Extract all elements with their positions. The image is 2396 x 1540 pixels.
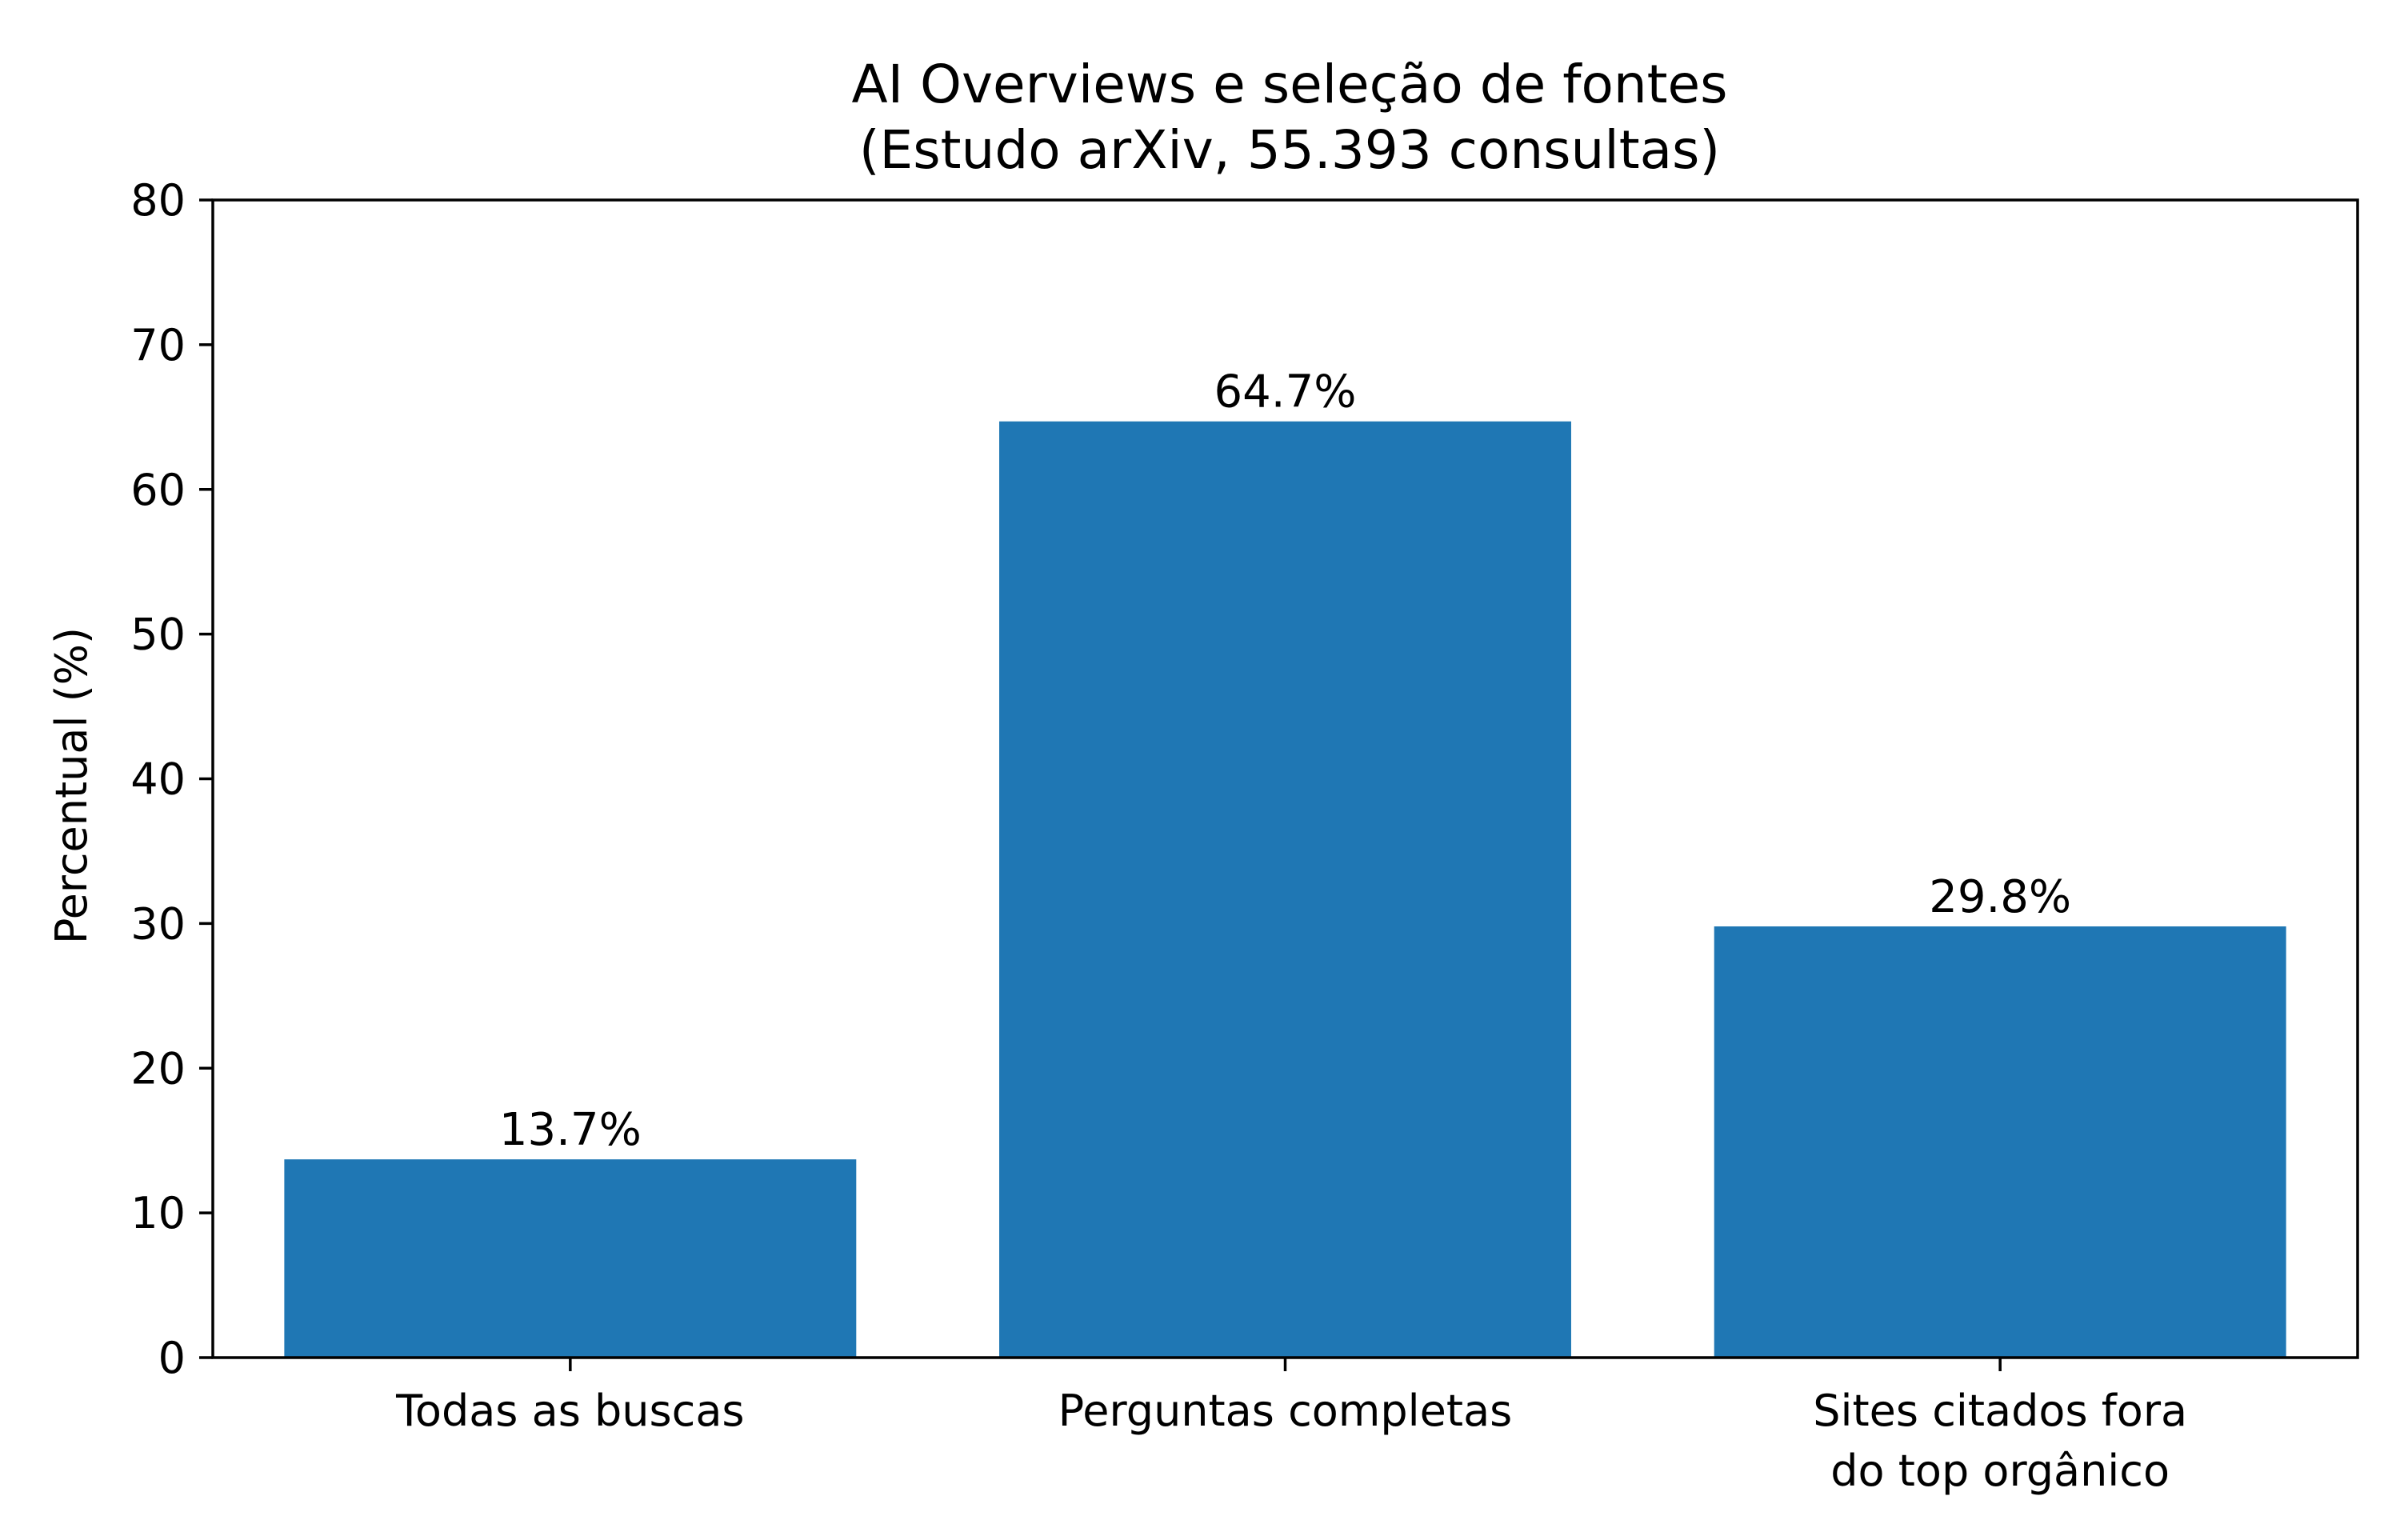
bar-value-label-2: 64.7% xyxy=(1214,366,1357,418)
bar-1 xyxy=(284,1159,857,1358)
bar-3 xyxy=(1714,926,2286,1358)
y-tick-label-0: 0 xyxy=(158,1333,186,1383)
y-tick-label-60: 60 xyxy=(130,465,186,515)
y-tick-label-80: 80 xyxy=(130,175,186,226)
y-tick-label-70: 70 xyxy=(130,320,186,370)
y-tick-label-30: 30 xyxy=(130,898,186,949)
chart-title: AI Overviews e seleção de fontes xyxy=(851,54,1727,115)
y-tick-label-10: 10 xyxy=(130,1188,186,1238)
bar-value-label-1: 13.7% xyxy=(499,1104,642,1156)
bar-value-label-3: 29.8% xyxy=(1929,871,2071,923)
y-axis-label: Percentual (%) xyxy=(46,627,97,944)
chart-subtitle: (Estudo arXiv, 55.393 consultas) xyxy=(859,119,1720,181)
x-tick-label-3-line-2: do top orgânico xyxy=(1830,1446,2170,1496)
plot-area-frame xyxy=(211,198,2359,1359)
x-tick-label-3-line-1: Sites citados fora xyxy=(1813,1386,2187,1436)
bar-2 xyxy=(999,421,1571,1358)
bars-group xyxy=(284,421,2286,1358)
y-tick-label-20: 20 xyxy=(130,1043,186,1094)
x-tick-label-2: Perguntas completas xyxy=(1058,1386,1513,1436)
y-tick-label-40: 40 xyxy=(130,754,186,805)
x-tick-label-1: Todas as buscas xyxy=(395,1386,744,1436)
x-axis-ticks: Todas as buscas Perguntas completas Sites … xyxy=(395,1358,2187,1496)
bar-labels-group: 13.7% 64.7% 29.8% xyxy=(499,366,2071,1156)
y-tick-label-50: 50 xyxy=(130,610,186,660)
y-axis-ticks: 0 10 20 30 40 50 60 70 80 xyxy=(130,175,213,1383)
